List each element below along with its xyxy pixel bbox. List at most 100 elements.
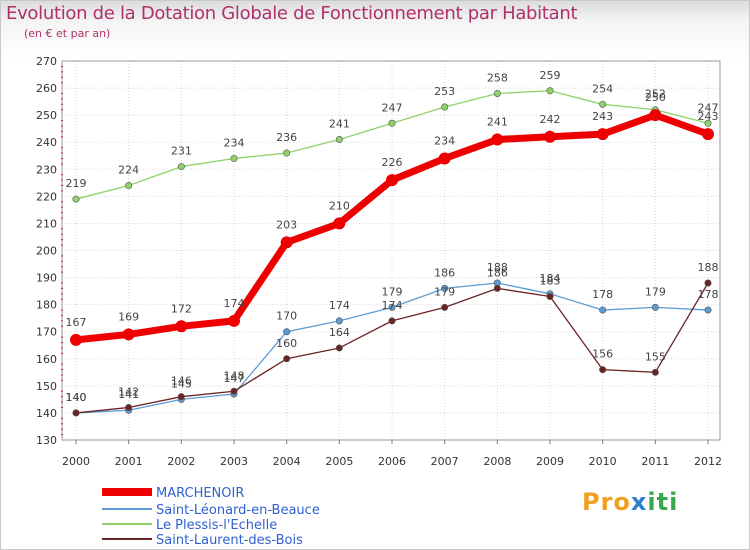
data-point bbox=[599, 366, 607, 374]
data-point bbox=[335, 136, 343, 144]
data-point bbox=[72, 409, 80, 417]
data-point bbox=[438, 152, 451, 165]
data-label: 234 bbox=[434, 134, 455, 147]
y-tick-label: 260 bbox=[36, 82, 57, 95]
y-tick-label: 170 bbox=[36, 326, 57, 339]
y-tick-label: 150 bbox=[36, 380, 57, 393]
data-label: 224 bbox=[118, 164, 139, 177]
data-point bbox=[177, 393, 185, 401]
data-label: 236 bbox=[276, 131, 297, 144]
data-point bbox=[651, 368, 659, 376]
data-point bbox=[704, 119, 712, 127]
data-point bbox=[441, 103, 449, 111]
data-point bbox=[280, 236, 293, 249]
data-label: 231 bbox=[171, 145, 192, 158]
y-tick-label: 130 bbox=[36, 434, 57, 447]
chart-title: Evolution de la Dotation Globale de Fonc… bbox=[6, 3, 578, 24]
data-labels: 219 224 231 234 236 241 247 253 258 259 254 252 247 1… bbox=[66, 69, 719, 404]
data-point bbox=[651, 303, 659, 311]
data-point bbox=[230, 387, 238, 395]
plot-area bbox=[61, 60, 721, 441]
y-tick-label: 240 bbox=[36, 136, 57, 149]
y-tick-label: 180 bbox=[36, 299, 57, 312]
data-point bbox=[283, 355, 291, 363]
data-point bbox=[177, 163, 185, 171]
data-point bbox=[386, 174, 398, 187]
data-point bbox=[388, 317, 396, 325]
data-point bbox=[125, 182, 133, 190]
data-point bbox=[441, 284, 449, 292]
data-label: 178 bbox=[698, 288, 719, 301]
x-tick-label: 2001 bbox=[115, 455, 143, 468]
data-point bbox=[596, 128, 609, 141]
x-tick-label: 2005 bbox=[325, 455, 353, 468]
data-label: 178 bbox=[592, 288, 613, 301]
x-tick-label: 2009 bbox=[536, 455, 564, 468]
data-point bbox=[175, 320, 188, 333]
logo-part: iti bbox=[647, 488, 679, 516]
data-label: 188 bbox=[698, 261, 719, 274]
data-label: 254 bbox=[592, 82, 613, 95]
data-label: 179 bbox=[434, 285, 455, 298]
chart-subtitle: (en € et par an) bbox=[24, 27, 111, 40]
data-label: 247 bbox=[382, 101, 403, 114]
data-point bbox=[230, 154, 238, 162]
data-label: 167 bbox=[66, 316, 87, 329]
x-tick-label: 2010 bbox=[589, 455, 617, 468]
data-label: 243 bbox=[592, 110, 613, 123]
y-tick-label: 200 bbox=[36, 245, 57, 258]
data-label: 186 bbox=[434, 266, 455, 279]
y-tick-label: 270 bbox=[36, 55, 57, 68]
y-tick-label: 250 bbox=[36, 109, 57, 122]
y-tick-label: 190 bbox=[36, 272, 57, 285]
data-label: 234 bbox=[224, 136, 245, 149]
x-tick-label: 2006 bbox=[378, 455, 406, 468]
data-label: 174 bbox=[224, 297, 245, 310]
data-label: 242 bbox=[540, 113, 561, 126]
x-tick-label: 2012 bbox=[694, 455, 722, 468]
x-tick-label: 2004 bbox=[273, 455, 301, 468]
data-label: 252 bbox=[645, 88, 666, 101]
data-point bbox=[493, 89, 501, 97]
data-label: 243 bbox=[698, 110, 719, 123]
data-point bbox=[546, 293, 554, 301]
data-label: 226 bbox=[382, 156, 403, 169]
data-point bbox=[283, 149, 291, 157]
logo-part: Pro bbox=[582, 488, 631, 516]
legend-label: Saint-Laurent-des-Bois bbox=[156, 533, 303, 548]
data-label: 148 bbox=[224, 369, 245, 382]
data-label: 174 bbox=[382, 299, 403, 312]
data-point bbox=[283, 328, 291, 336]
data-point bbox=[544, 130, 556, 143]
data-label: 140 bbox=[66, 391, 87, 404]
data-label: 259 bbox=[540, 69, 561, 82]
legend-label: Le Plessis-l'Echelle bbox=[156, 518, 277, 533]
data-point bbox=[388, 119, 396, 127]
data-label: 179 bbox=[645, 285, 666, 298]
y-tick-label: 220 bbox=[36, 190, 57, 203]
data-label: 156 bbox=[592, 348, 613, 361]
data-label: 184 bbox=[540, 272, 561, 285]
y-tick-label: 230 bbox=[36, 163, 57, 176]
x-tick-label: 2002 bbox=[167, 455, 195, 468]
data-label: 186 bbox=[487, 266, 508, 279]
x-tick-label: 2003 bbox=[220, 455, 248, 468]
data-label: 258 bbox=[487, 71, 508, 84]
data-point bbox=[702, 128, 714, 141]
data-point bbox=[546, 87, 554, 95]
data-point bbox=[704, 306, 712, 314]
data-label: 164 bbox=[329, 326, 350, 339]
y-tick-label: 160 bbox=[36, 353, 57, 366]
data-label: 147 bbox=[224, 372, 245, 385]
data-point bbox=[649, 109, 662, 122]
data-label: 172 bbox=[171, 302, 192, 315]
data-label: 183 bbox=[540, 275, 561, 288]
data-label: 140 bbox=[66, 391, 87, 404]
data-label: 203 bbox=[276, 218, 297, 231]
logo-part: x bbox=[630, 488, 648, 516]
data-label: 155 bbox=[645, 350, 666, 363]
grid bbox=[62, 60, 720, 441]
